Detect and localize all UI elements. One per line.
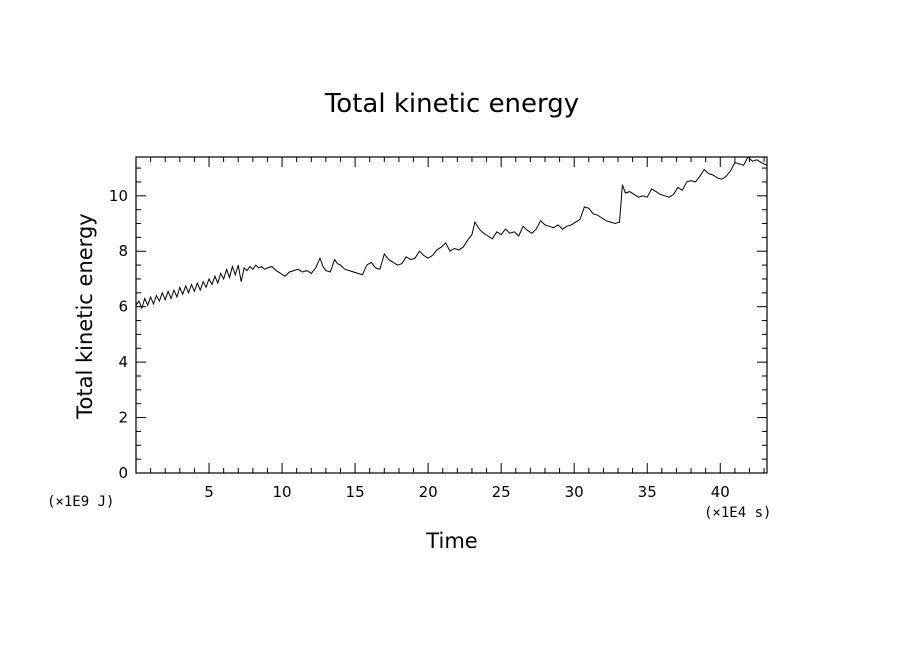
series-line	[135, 156, 768, 310]
y-tick-label: 10	[109, 187, 128, 205]
y-tick-label: 2	[118, 409, 128, 427]
y-unit-label: (×1E9 J)	[47, 494, 114, 510]
x-tick-label: 30	[565, 483, 584, 501]
y-tick-label: 4	[118, 353, 128, 371]
x-tick-label: 20	[419, 483, 438, 501]
y-tick-label: 6	[118, 298, 128, 316]
plot-frame	[135, 156, 768, 474]
x-unit-label: (×1E4 s)	[704, 505, 771, 521]
x-tick-label: 10	[273, 483, 292, 501]
chart-title: Total kinetic energy	[324, 89, 579, 119]
x-tick-label: 25	[492, 483, 511, 501]
y-tick-label: 8	[118, 242, 128, 260]
x-axis-label: Time	[425, 529, 477, 553]
x-tick-label: 40	[711, 483, 730, 501]
x-tick-label: 15	[346, 483, 365, 501]
x-tick-label: 35	[638, 483, 657, 501]
y-axis-label: Total kinetic energy	[73, 213, 97, 419]
y-tick-label: 0	[118, 464, 128, 482]
axes: 5 10 15 20 25 30 35 40 0 2 4 6 8 10	[109, 156, 768, 501]
x-tick-label: 5	[204, 483, 214, 501]
